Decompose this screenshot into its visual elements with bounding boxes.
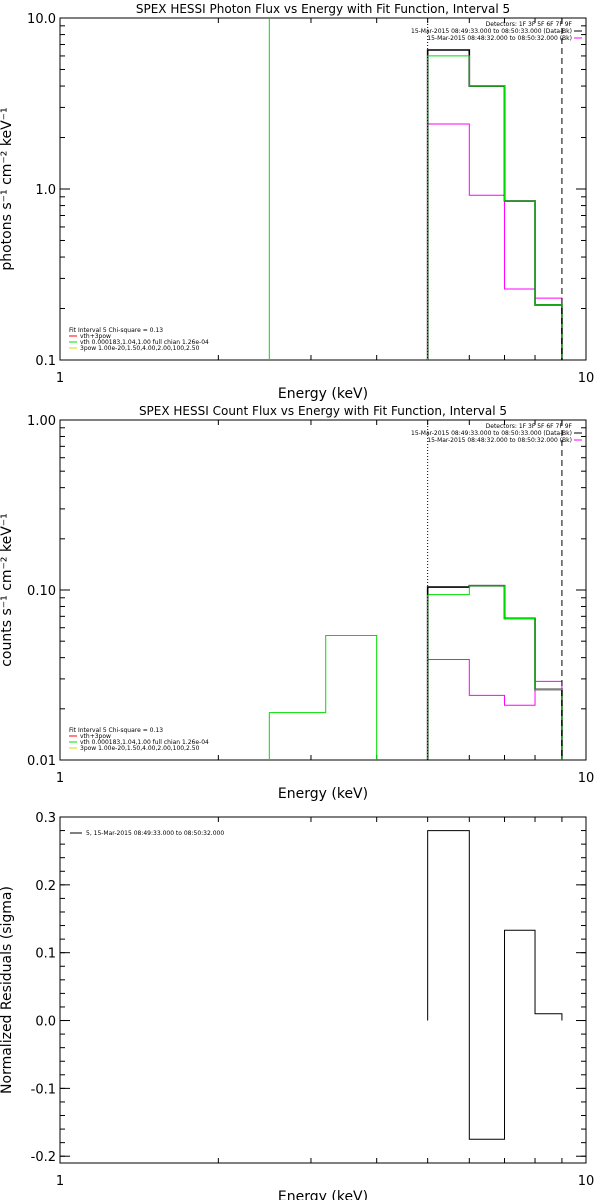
x-tick-label: 1 xyxy=(56,1174,64,1189)
x-tick-label: 10 xyxy=(578,771,595,786)
y-tick-label: 0.2 xyxy=(35,879,56,894)
series-1-histogram xyxy=(427,830,563,1140)
legend-tr-line: 15-Mar-2015 08:48:32.000 to 08:50:32.000… xyxy=(427,35,572,42)
legend-bl-line: 3pow 1.00e-20,1.50,4.00,2.00,100,2.50 xyxy=(80,345,200,352)
legend-bl-line: 3pow 1.00e-20,1.50,4.00,2.00,100,2.50 xyxy=(80,745,200,752)
legend-tr-line: 15-Mar-2015 08:49:33.000 to 08:50:33.000… xyxy=(411,430,572,437)
y-tick-label: 10.0 xyxy=(27,12,56,27)
y-axis-label: Normalized Residuals (sigma) xyxy=(0,886,15,1094)
legend-bl-line: vth+3pow xyxy=(80,733,111,740)
series-1-histogram xyxy=(426,584,563,760)
x-axis-label: Energy (keV) xyxy=(278,1189,368,1200)
chart-panel-3: 1 10 -0.2 -0.1 0.0 0.1 0.2 0.3 Energy (keV) Norma… xyxy=(0,811,594,1200)
series-3-histogram xyxy=(268,585,563,760)
plot-frame xyxy=(59,419,587,761)
y-tick-label: 0.1 xyxy=(35,354,56,369)
series-1-histogram xyxy=(426,49,563,360)
chart-title: SPEX HESSI Photon Flux vs Energy with Fi… xyxy=(136,2,510,16)
legend-tr-line: Detectors: 1F 3F 5F 6F 7F 9F xyxy=(486,21,573,28)
plot-area xyxy=(268,420,563,760)
y-axis-label: counts s⁻¹ cm⁻² keV⁻¹ xyxy=(0,513,15,667)
x-axis-label: Energy (keV) xyxy=(278,786,368,802)
chart-panel-1: SPEX HESSI Photon Flux vs Energy with Fi… xyxy=(0,2,594,402)
y-tick-label: 0.10 xyxy=(27,584,56,599)
y-tick-label: 1.00 xyxy=(27,414,56,429)
y-tick-label: 0.01 xyxy=(27,754,56,769)
y-tick-label: -0.2 xyxy=(31,1150,56,1165)
plot-frame xyxy=(59,816,587,1164)
series-2-histogram xyxy=(427,123,563,360)
y-tick-label: 0.0 xyxy=(35,1015,56,1030)
x-tick-label: 10 xyxy=(578,371,595,386)
x-tick-label: 1 xyxy=(56,371,64,386)
legend-bl-header: Fit Interval 5 Chi-square = 0.13 xyxy=(69,727,163,734)
y-tick-label: 1.0 xyxy=(35,183,56,198)
plot-area xyxy=(268,18,563,360)
chart-title: SPEX HESSI Count Flux vs Energy with Fit… xyxy=(139,404,507,418)
series-3-histogram xyxy=(427,55,563,360)
legend-tr-line: 15-Mar-2015 08:48:32.000 to 08:50:32.000… xyxy=(427,437,572,444)
legend-bl-line: vth 0.000183,1.04,1.00 full chian 1.26e-… xyxy=(80,339,209,346)
legend-bl-line: vth+3pow xyxy=(80,333,111,340)
x-tick-label: 10 xyxy=(578,1174,595,1189)
chart-panel-2: SPEX HESSI Count Flux vs Energy with Fit… xyxy=(0,404,594,802)
x-axis-label: Energy (keV) xyxy=(278,386,368,402)
legend-bl-header: Fit Interval 5 Chi-square = 0.13 xyxy=(69,327,163,334)
legend-tl-line: 5, 15-Mar-2015 08:49:33.000 to 08:50:32.… xyxy=(86,830,224,837)
legend-tr-line: Detectors: 1F 3F 5F 6F 7F 9F xyxy=(486,423,573,430)
legend-bl-line: vth 0.000183,1.04,1.00 full chian 1.26e-… xyxy=(80,739,209,746)
y-tick-label: 0.1 xyxy=(35,947,56,962)
y-tick-label: 0.3 xyxy=(35,811,56,826)
series-2-histogram xyxy=(427,659,563,760)
y-tick-label: -0.1 xyxy=(31,1082,56,1097)
x-tick-label: 1 xyxy=(56,771,64,786)
plot-area xyxy=(427,830,563,1140)
legend-tr-line: 15-Mar-2015 08:49:33.000 to 08:50:33.000… xyxy=(411,28,572,35)
plot-frame xyxy=(59,17,587,361)
y-axis-label: photons s⁻¹ cm⁻² keV⁻¹ xyxy=(0,107,15,270)
